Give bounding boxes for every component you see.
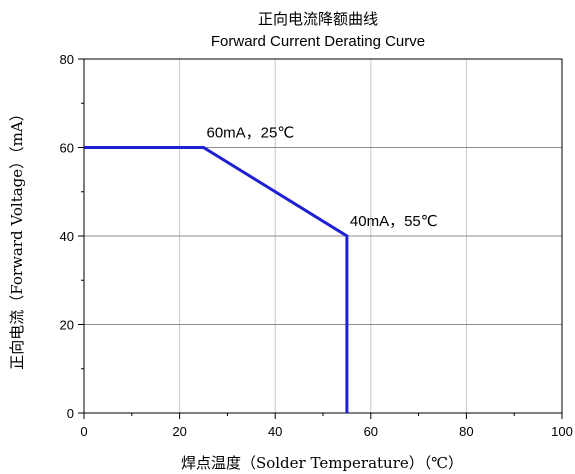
- y-tick-label: 40: [60, 229, 74, 244]
- chart-title: 正向电流降额曲线: [258, 10, 378, 28]
- axis-ticks: 0 20 40 60 80 100 0 20 40 60 80: [60, 52, 573, 439]
- y-tick-label: 80: [60, 52, 74, 67]
- x-tick-label: 0: [80, 424, 87, 439]
- annotations: 60mA，25℃ 40mA，55℃: [207, 125, 438, 231]
- y-tick-label: 60: [60, 141, 74, 156]
- grid: [84, 59, 562, 413]
- derating-curve-line: [84, 146, 349, 413]
- y-tick-label: 0: [67, 406, 74, 421]
- point-annotation: 60mA，25℃: [207, 125, 295, 142]
- series-layer: [83, 146, 349, 414]
- x-axis-label: 焊点温度（Solder Temperature）（℃）: [181, 454, 463, 472]
- x-tick-label: 60: [364, 424, 378, 439]
- point-annotation: 40mA，55℃: [350, 213, 438, 230]
- x-tick-label: 100: [551, 424, 573, 439]
- chart-subtitle: Forward Current Derating Curve: [211, 33, 425, 50]
- x-tick-label: 40: [268, 424, 282, 439]
- y-axis-label: 正向电流（Forward Voltage）（mA）: [8, 106, 26, 369]
- x-tick-label: 20: [172, 424, 186, 439]
- y-tick-label: 20: [60, 318, 74, 333]
- x-tick-label: 80: [459, 424, 473, 439]
